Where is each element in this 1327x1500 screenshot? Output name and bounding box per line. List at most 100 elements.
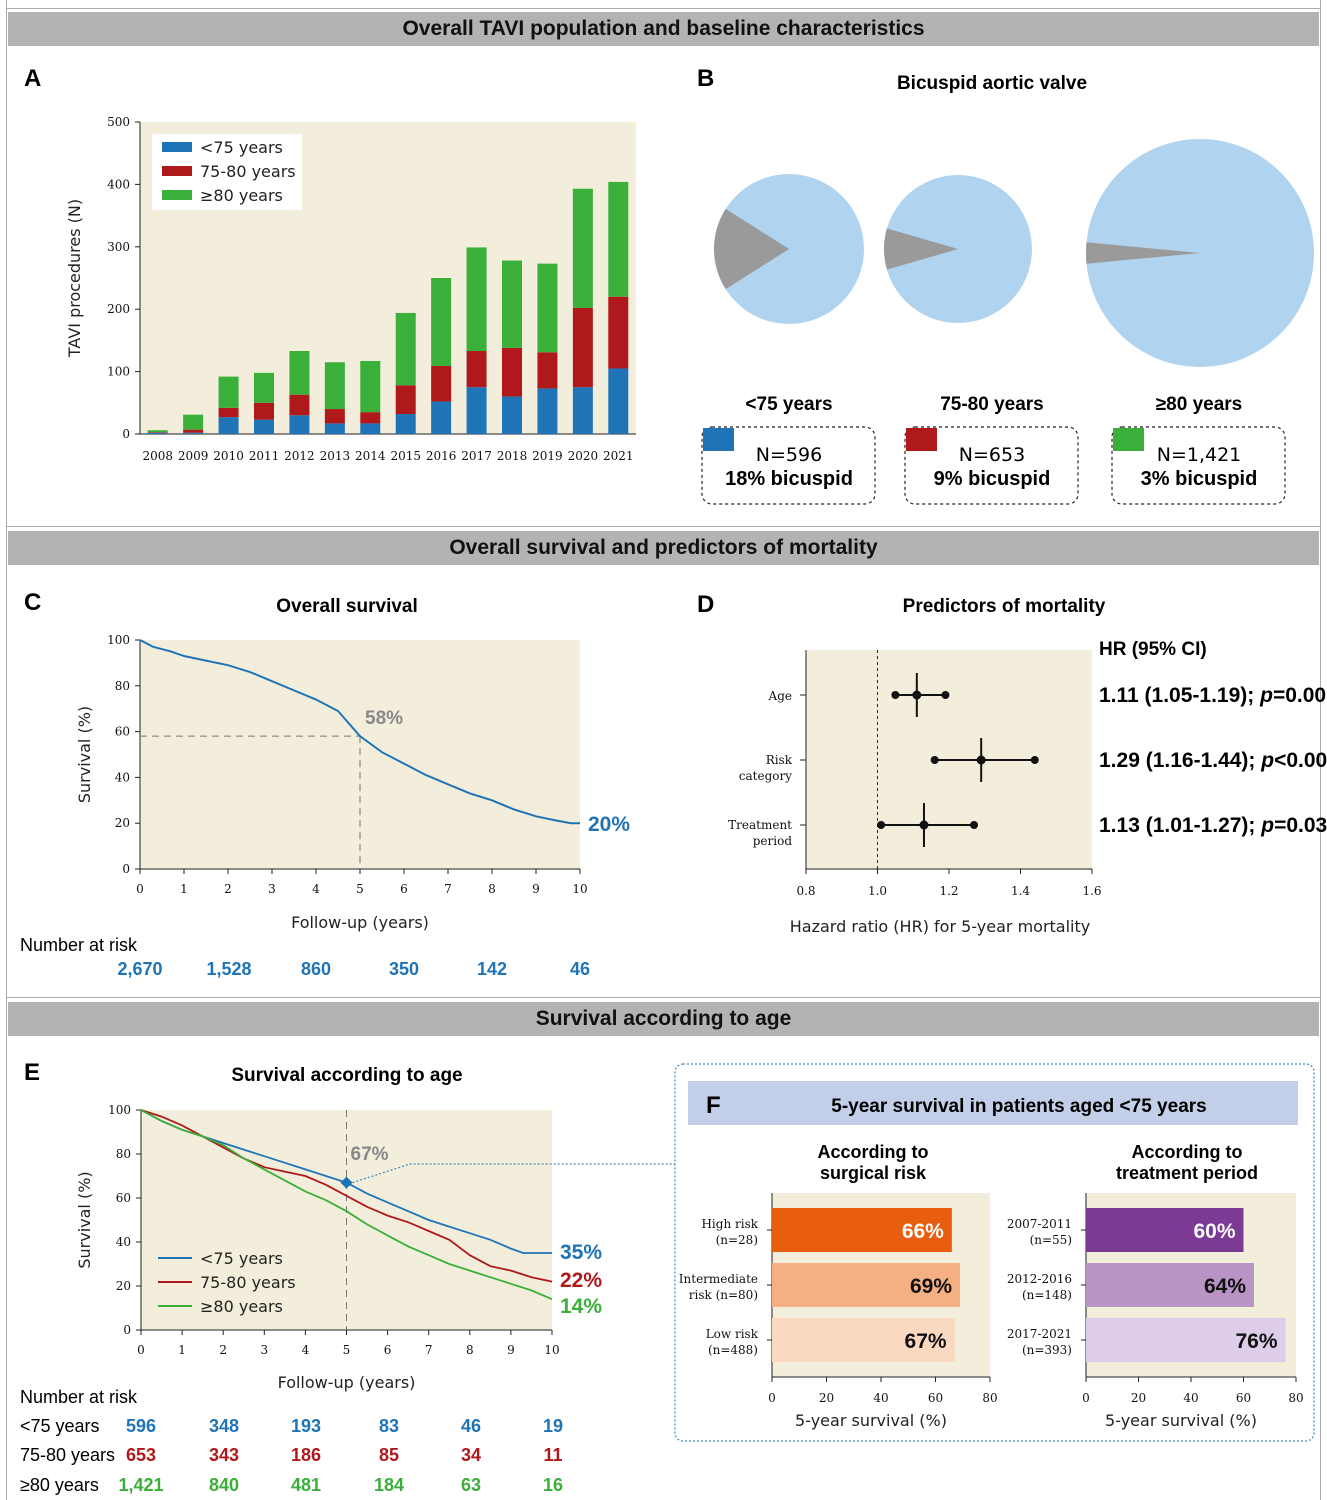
end-label-e: 22% [560, 1269, 602, 1292]
y-tick-label-a: 0 [122, 427, 130, 441]
legend-swatch-a [162, 190, 192, 200]
bar-a [147, 432, 168, 433]
y-tick-label-e: 40 [116, 1235, 131, 1249]
hr-value-d: 1.29 (1.16-1.44); p<0.001 [1099, 749, 1327, 772]
y-tick-label-e: 20 [116, 1279, 131, 1293]
pie-group-label: 75-80 years [940, 394, 1044, 415]
risk-value-e: 1,421 [118, 1475, 163, 1495]
y-tick-label-e: 0 [123, 1323, 131, 1337]
legend-label-e: 75-80 years [200, 1273, 296, 1292]
x-tick-label-e: 6 [384, 1343, 392, 1357]
bar-value-f: 64% [1204, 1275, 1246, 1298]
x-tick-label-e: 1 [178, 1343, 186, 1357]
bar-a [147, 430, 168, 433]
x-tick-label-a: 2018 [497, 449, 528, 463]
subpanel-title-f: According to [818, 1142, 929, 1162]
y-tick-label-a: 400 [107, 177, 130, 191]
p-value: =0.001 [1273, 684, 1327, 707]
bar-value-f: 67% [905, 1330, 947, 1353]
panel-letter-a: A [24, 65, 41, 92]
pie-pct-label: 9% bicuspid [934, 468, 1051, 490]
bar-a [289, 351, 310, 395]
pie-n-label: N=596 [756, 444, 822, 466]
risk-value-c: 46 [570, 959, 590, 979]
x-tick-label-c: 7 [444, 882, 452, 896]
row-label-d: Treatment [728, 818, 792, 832]
bar-label-f: 2017-2021 [1007, 1327, 1072, 1341]
y-tick-label-c: 20 [115, 816, 130, 830]
bar-a [324, 423, 345, 434]
risk-value-e: 46 [461, 1416, 481, 1436]
ci-hi-dot-d [941, 691, 950, 699]
bar-a [395, 385, 416, 415]
risk-row-label-e: ≥80 years [20, 1475, 99, 1495]
x-axis-label-c: Follow-up (years) [291, 913, 429, 932]
x-tick-label-c: 10 [572, 882, 587, 896]
hr-dot-d [919, 820, 929, 830]
risk-value-e: 596 [126, 1416, 156, 1436]
bar-a [466, 387, 487, 434]
x-tick-label-a: 2016 [426, 449, 457, 463]
pie-info-box [1111, 426, 1286, 505]
bar-label-f: 2012-2016 [1007, 1272, 1072, 1286]
bar-label-f: Intermediate [679, 1272, 758, 1286]
bar-label-f: risk (n=80) [689, 1288, 758, 1302]
risk-title-e: Number at risk [20, 1387, 138, 1407]
bar-a [183, 432, 204, 434]
row-label-d: Age [768, 689, 792, 703]
bar-label-f: High risk [701, 1217, 758, 1231]
bar-a [218, 417, 239, 434]
hr-value-text: 1.29 (1.16-1.44); [1099, 749, 1261, 772]
bar-label-f: (n=393) [1022, 1343, 1072, 1357]
x-tick-label-a: 2011 [249, 449, 280, 463]
risk-value-e: 11 [543, 1445, 562, 1465]
x-tick-label-c: 4 [312, 882, 320, 896]
panel-title-f: 5-year survival in patients aged <75 yea… [831, 1096, 1206, 1117]
risk-value-e: 840 [209, 1475, 239, 1495]
y-tick-label-a: 100 [107, 365, 130, 379]
x-tick-label-d: 0.8 [796, 884, 815, 898]
legend-label-e: <75 years [200, 1249, 283, 1268]
bar-a [502, 396, 522, 434]
end-label-e: 14% [560, 1295, 602, 1318]
bar-a [254, 372, 274, 403]
pie-bicuspid-slice [714, 208, 789, 290]
pie-group-swatch [703, 428, 734, 451]
pie-group-label: <75 years [745, 394, 832, 415]
subpanel-title-f: According to [1132, 1142, 1243, 1162]
x-tick-label-c: 3 [268, 882, 276, 896]
p-symbol: p [1260, 749, 1274, 772]
x-tick-label-a: 2019 [532, 449, 563, 463]
section-header-survival: Overall survival and predictors of morta… [8, 531, 1319, 565]
y-tick-label-e: 60 [116, 1191, 131, 1205]
bar-a [183, 414, 204, 430]
risk-value-c: 142 [477, 959, 507, 979]
hr-value-d: 1.13 (1.01-1.27); p=0.035 [1099, 814, 1327, 837]
row-label-d: Risk [766, 753, 793, 767]
panel-title-d: Predictors of mortality [903, 596, 1106, 617]
bar-a [537, 388, 558, 434]
row-label-d: period [753, 834, 793, 848]
legend-swatch-a [162, 142, 192, 152]
bar-a [572, 387, 593, 434]
y-tick-label-a: 500 [107, 115, 130, 129]
bar-a [537, 352, 558, 389]
callout-line-e [352, 1163, 678, 1184]
bar-f [772, 1208, 952, 1252]
x-tick-label-a: 2020 [568, 449, 599, 463]
x-tick-label-e: 2 [219, 1343, 227, 1357]
x-tick-label-f: 0 [1082, 1391, 1090, 1405]
pie-group-swatch [906, 428, 937, 451]
risk-value-e: 481 [291, 1475, 321, 1495]
x-tick-label-a: 2012 [284, 449, 315, 463]
risk-value-e: 343 [209, 1445, 239, 1465]
x-tick-label-c: 6 [400, 882, 408, 896]
row-label-d: category [739, 769, 792, 783]
x-tick-label-d: 1.6 [1082, 884, 1101, 898]
survival-curve-c [139, 639, 580, 825]
x-axis-label-f: 5-year survival (%) [1105, 1411, 1257, 1430]
ci-lo-dot-d [877, 821, 886, 829]
bar-label-f: (n=148) [1022, 1288, 1072, 1302]
pie-info-box [904, 426, 1079, 505]
x-tick-label-f: 0 [768, 1391, 776, 1405]
